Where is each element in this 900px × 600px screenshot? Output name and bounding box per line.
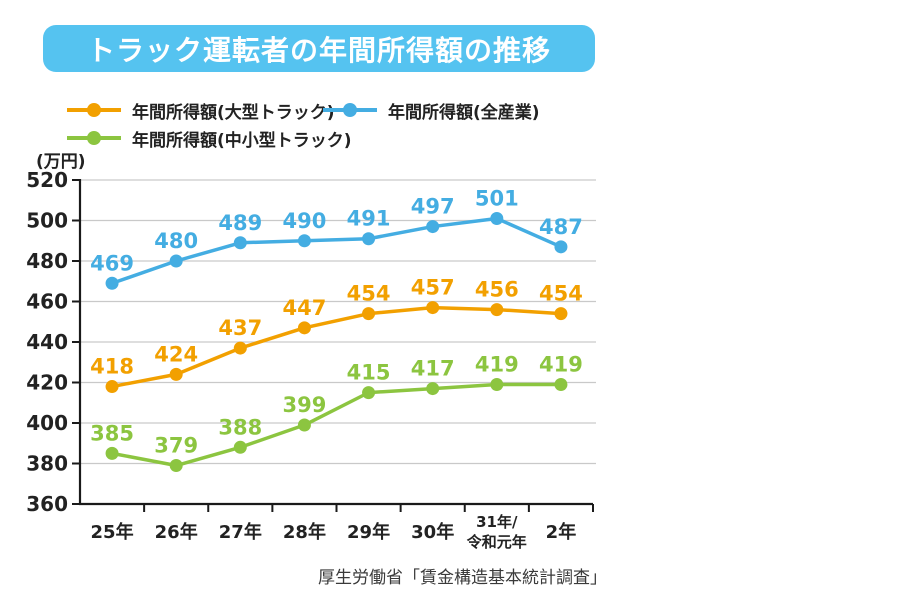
series-value-label-large-truck: 424 bbox=[154, 342, 198, 366]
y-tick-label: 440 bbox=[26, 330, 68, 354]
x-tick-label: 30年 bbox=[411, 521, 454, 543]
series-point-large-truck bbox=[169, 367, 183, 381]
y-tick-label: 360 bbox=[26, 492, 68, 516]
y-tick-label: 380 bbox=[26, 452, 68, 476]
series-point-all-industries bbox=[105, 276, 119, 290]
series-value-label-large-truck: 437 bbox=[218, 316, 262, 340]
series-value-label-small-medium-truck: 419 bbox=[475, 353, 519, 377]
series-point-all-industries bbox=[169, 254, 183, 268]
series-point-all-industries bbox=[362, 232, 376, 246]
y-tick-label: 460 bbox=[26, 290, 68, 314]
legend-label-all-industries: 年間所得額(全産業) bbox=[388, 102, 540, 123]
series-value-label-large-truck: 454 bbox=[539, 282, 583, 306]
series-value-label-small-medium-truck: 388 bbox=[218, 415, 262, 439]
page-title: トラック運転者の年間所得額の推移 bbox=[86, 33, 551, 67]
series-value-label-all-industries: 489 bbox=[218, 211, 262, 235]
series-value-label-large-truck: 456 bbox=[475, 278, 519, 302]
series-value-label-large-truck: 447 bbox=[283, 296, 327, 320]
legend-marker-large-truck-icon bbox=[67, 103, 121, 117]
y-tick-label: 480 bbox=[26, 249, 68, 273]
series-value-label-small-medium-truck: 399 bbox=[283, 393, 327, 417]
x-tick-label: 26年 bbox=[155, 521, 198, 543]
series-point-large-truck bbox=[362, 307, 376, 321]
series-line-all-industries bbox=[110, 216, 563, 286]
series-point-large-truck bbox=[297, 321, 311, 335]
legend-marker-all-industries-icon bbox=[323, 103, 377, 117]
title-banner: トラック運転者の年間所得額の推移 bbox=[43, 25, 595, 72]
series-value-label-small-medium-truck: 385 bbox=[90, 421, 134, 445]
series-value-label-large-truck: 418 bbox=[90, 355, 134, 379]
series-value-label-all-industries: 501 bbox=[475, 186, 519, 210]
legend-label-small-medium-truck: 年間所得額(中小型トラック) bbox=[132, 130, 352, 151]
series-point-all-industries bbox=[233, 236, 247, 250]
series-point-small-medium-truck bbox=[105, 446, 119, 460]
legend-item-small-medium-truck: 年間所得額(中小型トラック) bbox=[66, 129, 352, 151]
series-point-large-truck bbox=[554, 307, 568, 321]
series-value-label-large-truck: 457 bbox=[411, 276, 455, 300]
series-point-small-medium-truck bbox=[297, 418, 311, 432]
series-value-label-small-medium-truck: 415 bbox=[347, 361, 391, 385]
legend-label-large-truck: 年間所得額(大型トラック) bbox=[132, 102, 335, 123]
series-value-label-all-industries: 497 bbox=[411, 195, 455, 219]
series-point-small-medium-truck bbox=[554, 378, 568, 392]
series-point-all-industries bbox=[490, 211, 504, 225]
series-value-label-all-industries: 491 bbox=[347, 207, 391, 231]
series-value-label-small-medium-truck: 417 bbox=[411, 357, 455, 381]
y-tick-label: 420 bbox=[26, 371, 68, 395]
x-tick-label: 25年 bbox=[91, 521, 134, 543]
series-line-small-medium-truck bbox=[110, 382, 563, 468]
series-point-small-medium-truck bbox=[169, 459, 183, 473]
series-point-large-truck bbox=[426, 301, 440, 315]
series-value-label-small-medium-truck: 379 bbox=[154, 434, 198, 458]
series-point-large-truck bbox=[105, 380, 119, 394]
x-tick-label: 28年 bbox=[283, 521, 326, 543]
series-value-label-all-industries: 480 bbox=[154, 229, 198, 253]
series-value-label-all-industries: 469 bbox=[90, 251, 134, 275]
legend-marker-small-medium-truck-icon bbox=[67, 131, 121, 145]
x-tick-label: 29年 bbox=[347, 521, 390, 543]
series-point-all-industries bbox=[554, 240, 568, 254]
series-line-large-truck bbox=[110, 305, 563, 389]
series-point-all-industries bbox=[426, 220, 440, 234]
series-value-label-all-industries: 487 bbox=[539, 215, 583, 239]
series-value-label-all-industries: 490 bbox=[283, 209, 327, 233]
series-point-large-truck bbox=[233, 341, 247, 355]
x-tick-label: 31年/令和元年 bbox=[467, 513, 527, 551]
series-point-large-truck bbox=[490, 303, 504, 317]
series-point-small-medium-truck bbox=[490, 378, 504, 392]
legend-item-all-industries: 年間所得額(全産業) bbox=[322, 101, 540, 123]
series-point-small-medium-truck bbox=[426, 382, 440, 396]
y-tick-label: 400 bbox=[26, 411, 68, 435]
x-tick-label: 27年 bbox=[219, 521, 262, 543]
x-tick-label: 2年 bbox=[546, 521, 577, 543]
source-note: 厚生労働省「賃金構造基本統計調査」 bbox=[318, 568, 607, 588]
y-axis-unit-label: (万円) bbox=[36, 152, 86, 172]
series-point-all-industries bbox=[297, 234, 311, 248]
series-point-small-medium-truck bbox=[233, 440, 247, 454]
y-tick-label: 500 bbox=[26, 209, 68, 233]
series-value-label-large-truck: 454 bbox=[347, 282, 391, 306]
legend-item-large-truck: 年間所得額(大型トラック) bbox=[66, 101, 335, 123]
series-value-label-small-medium-truck: 419 bbox=[539, 353, 583, 377]
series-point-small-medium-truck bbox=[362, 386, 376, 400]
y-tick-label: 520 bbox=[26, 168, 68, 192]
